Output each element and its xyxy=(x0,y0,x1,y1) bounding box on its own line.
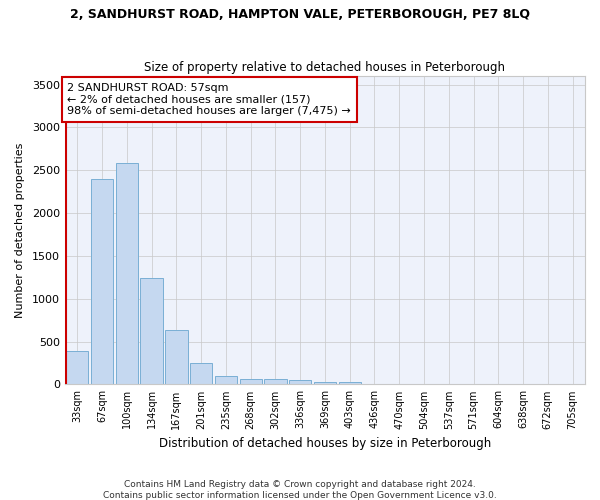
Text: 2, SANDHURST ROAD, HAMPTON VALE, PETERBOROUGH, PE7 8LQ: 2, SANDHURST ROAD, HAMPTON VALE, PETERBO… xyxy=(70,8,530,20)
Bar xyxy=(66,351,88,384)
Bar xyxy=(116,162,138,384)
Bar xyxy=(239,379,262,384)
Bar xyxy=(91,179,113,384)
Bar xyxy=(289,380,311,384)
Bar xyxy=(314,382,336,384)
Bar xyxy=(215,376,237,384)
Text: Contains HM Land Registry data © Crown copyright and database right 2024.
Contai: Contains HM Land Registry data © Crown c… xyxy=(103,480,497,500)
Bar xyxy=(264,379,287,384)
Text: 2 SANDHURST ROAD: 57sqm
← 2% of detached houses are smaller (157)
98% of semi-de: 2 SANDHURST ROAD: 57sqm ← 2% of detached… xyxy=(67,83,351,116)
Bar xyxy=(165,330,188,384)
Title: Size of property relative to detached houses in Peterborough: Size of property relative to detached ho… xyxy=(145,60,505,74)
X-axis label: Distribution of detached houses by size in Peterborough: Distribution of detached houses by size … xyxy=(159,437,491,450)
Bar xyxy=(140,278,163,384)
Y-axis label: Number of detached properties: Number of detached properties xyxy=(15,142,25,318)
Bar xyxy=(190,363,212,384)
Bar xyxy=(338,382,361,384)
